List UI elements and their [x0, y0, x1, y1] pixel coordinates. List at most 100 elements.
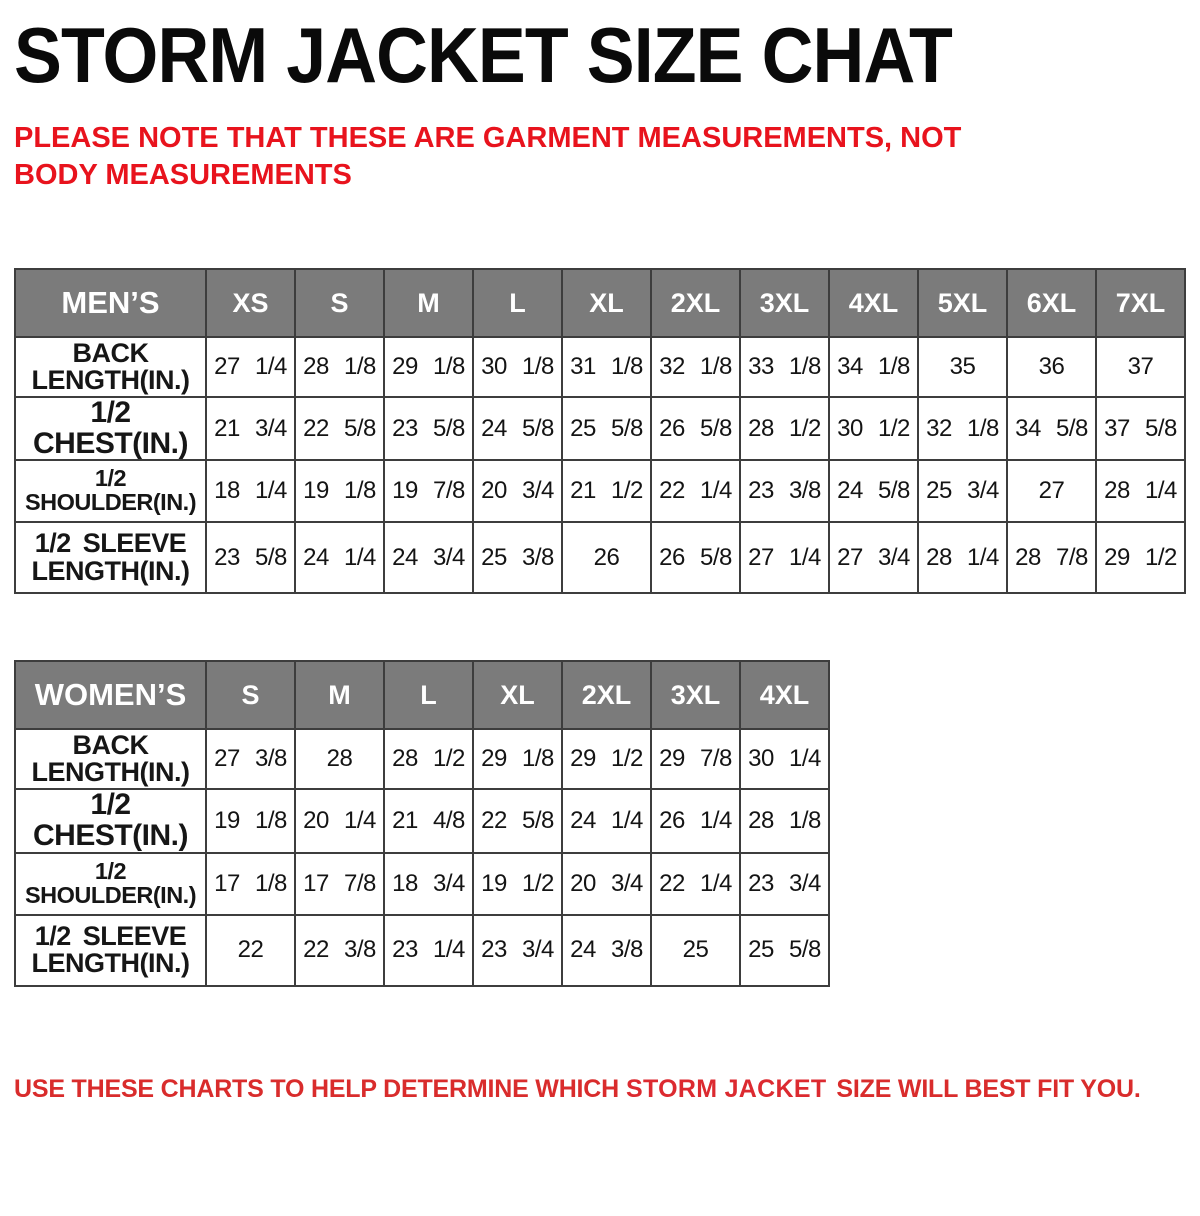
size-value-cell: 19 1/8 — [294, 459, 385, 524]
page-title: STORM JACKET SIZE CHAT — [14, 11, 953, 99]
size-value-cell: 25 — [650, 913, 741, 987]
row-label-half-shoulder: 1/2 SHOULDER(IN.) — [14, 851, 207, 916]
fit-advice-prefix: USE THESE CHARTS TO HELP DETERMINE WHICH — [14, 1074, 620, 1103]
size-value-cell: 23 5/8 — [205, 521, 296, 595]
size-value-cell: 37 5/8 — [1095, 396, 1186, 462]
column-header-7xl: 7XL — [1095, 268, 1186, 339]
womens-header-row: WOMEN’S S M L XL 2XL 3XL 4XL — [14, 660, 830, 731]
size-value-cell: 24 3/8 — [561, 913, 652, 987]
size-value-cell: 24 5/8 — [828, 459, 919, 524]
row-label-line: LENGTH(IN.) — [31, 555, 190, 586]
size-value-cell: 24 3/4 — [383, 521, 474, 595]
size-value-cell: 21 1/2 — [561, 459, 652, 524]
womens-size-table: WOMEN’S S M L XL 2XL 3XL 4XL BACK LENGTH… — [14, 660, 830, 987]
size-value-cell: 27 3/8 — [205, 728, 296, 791]
size-value-cell: 33 1/8 — [739, 336, 830, 399]
size-value-cell: 19 1/2 — [472, 851, 563, 916]
garment-measurement-note: PLEASE NOTE THAT THESE ARE GARMENT MEASU… — [14, 122, 962, 192]
size-value-cell: 22 3/8 — [294, 913, 385, 987]
column-header-l: L — [383, 660, 474, 731]
column-header-3xl: 3XL — [739, 268, 830, 339]
size-value-cell: 25 5/8 — [561, 396, 652, 462]
size-value-cell: 28 1/4 — [917, 521, 1008, 595]
size-value-cell: 28 7/8 — [1006, 521, 1097, 595]
row-label-half-shoulder: 1/2 SHOULDER(IN.) — [14, 459, 207, 524]
size-value-cell: 37 — [1095, 336, 1186, 399]
column-header-xl: XL — [561, 268, 652, 339]
size-value-cell: 22 1/4 — [650, 459, 741, 524]
row-label-back-length: BACK LENGTH(IN.) — [14, 728, 207, 791]
column-header-6xl: 6XL — [1006, 268, 1097, 339]
size-value-cell: 28 1/2 — [383, 728, 474, 791]
column-header-4xl: 4XL — [828, 268, 919, 339]
column-header-s: S — [205, 660, 296, 731]
size-value-cell: 27 — [1006, 459, 1097, 524]
fit-advice-note: USE THESE CHARTS TO HELP DETERMINE WHICH… — [14, 1075, 1186, 1104]
size-value-cell: 36 — [1006, 336, 1097, 399]
size-value-cell: 20 3/4 — [561, 851, 652, 916]
size-value-cell: 35 — [917, 336, 1008, 399]
table-row-half-sleeve: 1/2 SLEEVE LENGTH(IN.) 23 5/8 24 1/4 24 … — [14, 521, 1186, 595]
table-row-half-chest: 1/2 CHEST(IN.) 21 3/4 22 5/8 23 5/8 24 5… — [14, 396, 1186, 462]
row-label-line: LENGTH(IN.) — [31, 948, 190, 979]
size-value-cell: 28 — [294, 728, 385, 791]
size-value-cell: 27 1/4 — [205, 336, 296, 399]
table-row-back-length: BACK LENGTH(IN.) 27 3/8 28 28 1/2 29 1/8… — [14, 728, 830, 791]
size-value-cell: 20 3/4 — [472, 459, 563, 524]
row-label-line: 1/2 SHOULDER(IN.) — [24, 465, 197, 516]
table-row-half-shoulder: 1/2 SHOULDER(IN.) 17 1/8 17 7/8 18 3/4 1… — [14, 851, 830, 916]
size-value-cell: 23 5/8 — [383, 396, 474, 462]
row-label-line: LENGTH(IN.) — [31, 365, 190, 396]
size-value-cell: 25 3/8 — [472, 521, 563, 595]
row-label-half-sleeve: 1/2 SLEEVE LENGTH(IN.) — [14, 521, 207, 595]
table-row-back-length: BACK LENGTH(IN.) 27 1/4 28 1/8 29 1/8 30… — [14, 336, 1186, 399]
row-label-line: 1/2 SHOULDER(IN.) — [24, 857, 197, 908]
size-value-cell: 27 3/4 — [828, 521, 919, 595]
column-header-4xl: 4XL — [739, 660, 830, 731]
table-row-half-shoulder: 1/2 SHOULDER(IN.) 18 1/4 19 1/8 19 7/8 2… — [14, 459, 1186, 524]
fit-advice-suffix: SIZE WILL BEST FIT YOU. — [836, 1074, 1141, 1103]
size-value-cell: 28 1/8 — [294, 336, 385, 399]
table-row-half-chest: 1/2 CHEST(IN.) 19 1/8 20 1/4 21 4/8 22 5… — [14, 788, 830, 854]
size-value-cell: 25 3/4 — [917, 459, 1008, 524]
size-value-cell: 23 1/4 — [383, 913, 474, 987]
size-value-cell: 34 5/8 — [1006, 396, 1097, 462]
size-value-cell: 28 1/4 — [1095, 459, 1186, 524]
size-value-cell: 23 3/8 — [739, 459, 830, 524]
size-value-cell: 18 3/4 — [383, 851, 474, 916]
size-value-cell: 26 5/8 — [650, 396, 741, 462]
size-value-cell: 17 1/8 — [205, 851, 296, 916]
row-label-half-sleeve: 1/2 SLEEVE LENGTH(IN.) — [14, 913, 207, 987]
size-value-cell: 24 1/4 — [561, 788, 652, 854]
column-header-xl: XL — [472, 660, 563, 731]
mens-size-table: MEN’S XS S M L XL 2XL 3XL 4XL 5XL 6XL 7X… — [14, 268, 1186, 595]
womens-table-title: WOMEN’S — [14, 660, 207, 731]
row-label-back-length: BACK LENGTH(IN.) — [14, 336, 207, 399]
size-chart-page: STORM JACKET SIZE CHAT PLEASE NOTE THAT … — [0, 16, 1200, 1216]
column-header-m: M — [294, 660, 385, 731]
size-value-cell: 25 5/8 — [739, 913, 830, 987]
size-value-cell: 29 1/8 — [472, 728, 563, 791]
size-value-cell: 29 1/2 — [561, 728, 652, 791]
size-value-cell: 32 1/8 — [650, 336, 741, 399]
column-header-2xl: 2XL — [650, 268, 741, 339]
column-header-2xl: 2XL — [561, 660, 652, 731]
row-label-line: BACK — [72, 337, 150, 368]
size-value-cell: 30 1/4 — [739, 728, 830, 791]
row-label-half-chest: 1/2 CHEST(IN.) — [14, 396, 207, 462]
row-label-line: 1/2 SLEEVE — [34, 920, 187, 951]
size-value-cell: 29 1/2 — [1095, 521, 1186, 595]
column-header-3xl: 3XL — [650, 660, 741, 731]
size-value-cell: 26 1/4 — [650, 788, 741, 854]
size-value-cell: 18 1/4 — [205, 459, 296, 524]
size-value-cell: 30 1/2 — [828, 396, 919, 462]
size-value-cell: 23 3/4 — [472, 913, 563, 987]
row-label-line: 1/2 CHEST(IN.) — [33, 397, 189, 460]
size-value-cell: 32 1/8 — [917, 396, 1008, 462]
size-value-cell: 24 5/8 — [472, 396, 563, 462]
size-value-cell: 28 1/8 — [739, 788, 830, 854]
size-value-cell: 22 5/8 — [294, 396, 385, 462]
size-value-cell: 21 4/8 — [383, 788, 474, 854]
size-value-cell: 20 1/4 — [294, 788, 385, 854]
row-label-line: 1/2 SLEEVE — [34, 528, 187, 559]
